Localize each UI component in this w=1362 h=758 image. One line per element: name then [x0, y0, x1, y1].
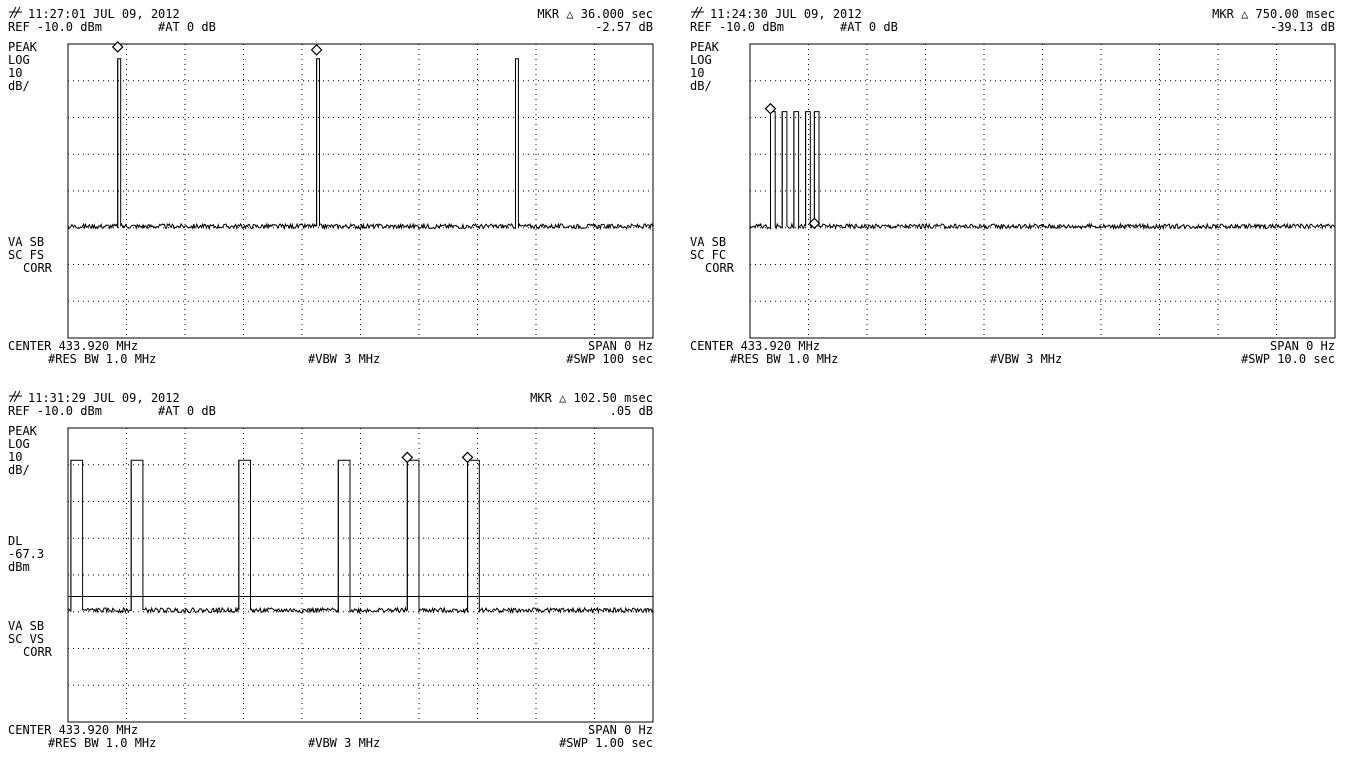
correction-label: CORR [23, 261, 53, 275]
marker-diamond-icon [401, 451, 414, 464]
side-label: LOG [8, 53, 30, 67]
center-frequency-label: CENTER 433.920 MHz [8, 723, 138, 737]
display-line-label: DL [8, 534, 22, 548]
marker-delta-label: MKR △ 36.000 sec [537, 7, 653, 21]
ref-level-label: REF -10.0 dBm [8, 20, 102, 34]
video-bandwidth-label: #VBW 3 MHz [308, 352, 380, 366]
side-label: PEAK [690, 40, 720, 54]
hp-logo-icon [9, 6, 22, 19]
correction-label: SC FC [690, 248, 726, 262]
attenuation-label: #AT 0 dB [158, 404, 216, 418]
center-frequency-label: CENTER 433.920 MHz [8, 339, 138, 353]
side-label: dB/ [690, 79, 712, 93]
side-label: 10 [690, 66, 704, 80]
attenuation-label: #AT 0 dB [840, 20, 898, 34]
plot-frame [749, 43, 1336, 339]
marker-diamond-icon [764, 102, 777, 115]
ref-level-label: REF -10.0 dBm [8, 404, 102, 418]
hp-logo-stroke [9, 390, 22, 403]
marker-value-label: -39.13 dB [1270, 20, 1335, 34]
marker-delta-label: MKR △ 102.50 msec [530, 391, 653, 405]
resolution-bandwidth-label: #RES BW 1.0 MHz [48, 352, 156, 366]
span-label: SPAN 0 Hz [588, 723, 653, 737]
timestamp-label: 11:24:30 JUL 09, 2012 [710, 7, 862, 21]
correction-label: CORR [23, 645, 53, 659]
correction-label: VA SB [690, 235, 726, 249]
marker-diamond-icon [461, 451, 474, 464]
sweep-time-label: #SWP 1.00 sec [559, 736, 653, 750]
hp-logo-stroke [691, 6, 704, 19]
side-label: dB/ [8, 463, 30, 477]
hp-logo-stroke [9, 6, 22, 19]
side-label: 10 [8, 66, 22, 80]
plot-frame [67, 427, 654, 723]
correction-label: CORR [705, 261, 735, 275]
attenuation-label: #AT 0 dB [158, 20, 216, 34]
video-bandwidth-label: #VBW 3 MHz [990, 352, 1062, 366]
marker-diamond-icon [310, 44, 323, 56]
timestamp-label: 11:27:01 JUL 09, 2012 [28, 7, 180, 21]
trace-line [67, 459, 654, 615]
correction-label: VA SB [8, 235, 44, 249]
sweep-time-label: #SWP 10.0 sec [1241, 352, 1335, 366]
analyzer-screen-2: 11:24:30 JUL 09, 2012 REF -10.0 dBm #AT 0 … [690, 4, 1350, 374]
side-label: 10 [8, 450, 22, 464]
display-line-label: dBm [8, 560, 30, 574]
hp-logo-icon [9, 390, 22, 403]
marker-diamond-icon [808, 217, 821, 230]
ref-level-label: REF -10.0 dBm [690, 20, 784, 34]
span-label: SPAN 0 Hz [1270, 339, 1335, 353]
side-label: PEAK [8, 424, 38, 438]
span-label: SPAN 0 Hz [588, 339, 653, 353]
side-label: PEAK [8, 40, 38, 54]
sweep-time-label: #SWP 100 sec [566, 352, 653, 366]
marker-value-label: .05 dB [610, 404, 653, 418]
hp-logo-icon [691, 6, 704, 19]
plot-frame [67, 43, 654, 339]
resolution-bandwidth-label: #RES BW 1.0 MHz [730, 352, 838, 366]
resolution-bandwidth-label: #RES BW 1.0 MHz [48, 736, 156, 750]
correction-label: SC FS [8, 248, 44, 262]
analyzer-screen-3: 11:31:29 JUL 09, 2012 REF -10.0 dBm #AT 0 … [8, 388, 668, 758]
marker-diamond-icon [111, 41, 124, 53]
marker-delta-label: MKR △ 750.00 msec [1212, 7, 1335, 21]
trace-line [749, 111, 1336, 231]
marker-value-label: -2.57 dB [595, 20, 653, 34]
trace-line [67, 58, 654, 231]
side-label: LOG [8, 437, 30, 451]
analyzer-screen-1: 11:27:01 JUL 09, 2012 REF -10.0 dBm #AT 0 … [8, 4, 668, 374]
video-bandwidth-label: #VBW 3 MHz [308, 736, 380, 750]
display-line-label: -67.3 [8, 547, 44, 561]
side-label: dB/ [8, 79, 30, 93]
correction-label: SC VS [8, 632, 44, 646]
timestamp-label: 11:31:29 JUL 09, 2012 [28, 391, 180, 405]
center-frequency-label: CENTER 433.920 MHz [690, 339, 820, 353]
correction-label: VA SB [8, 619, 44, 633]
side-label: LOG [690, 53, 712, 67]
